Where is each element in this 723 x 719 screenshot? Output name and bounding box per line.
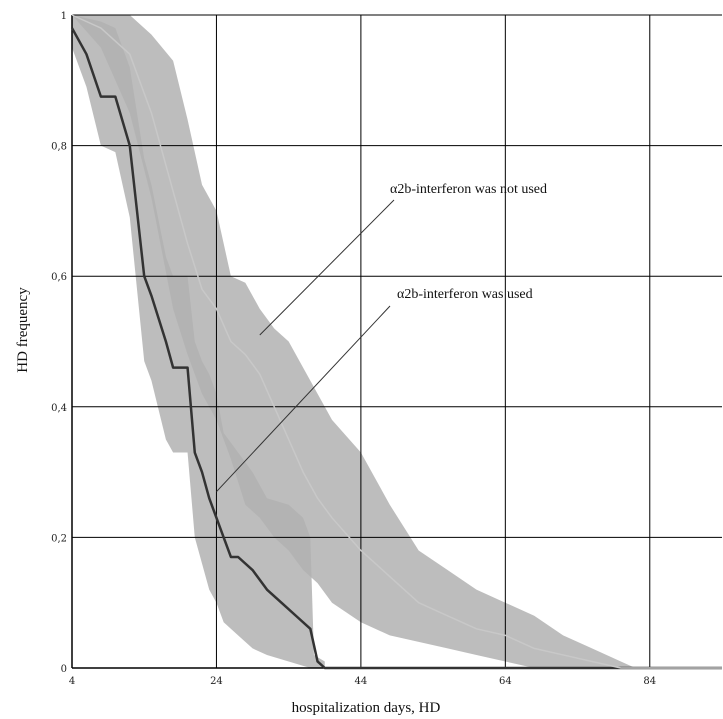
plot-area: [72, 15, 636, 668]
y-tick-label: 0,8: [51, 142, 67, 153]
x-tick-label: 44: [355, 676, 368, 687]
x-tick-label: 64: [499, 676, 512, 687]
y-tick-label: 0,2: [51, 533, 67, 544]
series-lines: [70, 14, 722, 670]
annotations: α2b-interferon was not used α2b-interfero…: [216, 182, 547, 493]
x-axis-label: hospitalization days, HD: [292, 700, 441, 716]
annotation-label: α2b-interferon was not used: [390, 182, 547, 197]
y-axis-label: HD frequency: [15, 287, 31, 373]
annotation-leader-line: [216, 305, 391, 493]
series-line-used: [70, 27, 722, 670]
y-tick-label: 0: [61, 664, 67, 675]
y-tick-label: 1: [61, 11, 67, 22]
y-tick-label: 0,6: [51, 272, 67, 283]
series-line-not-used: [71, 14, 722, 669]
x-tick-label: 24: [210, 676, 223, 687]
y-tick-label: 0,4: [51, 403, 67, 414]
x-tick-label: 4: [69, 676, 75, 687]
annotation-leader-line: [259, 199, 395, 336]
grid: [71, 14, 722, 669]
x-tick-label: 84: [643, 676, 656, 687]
tick-labels: 4 24 44 64 84 0 0,2 0,4 0,6 0,8 1: [51, 11, 656, 687]
annotation-label: α2b-interferon was used: [397, 287, 533, 302]
